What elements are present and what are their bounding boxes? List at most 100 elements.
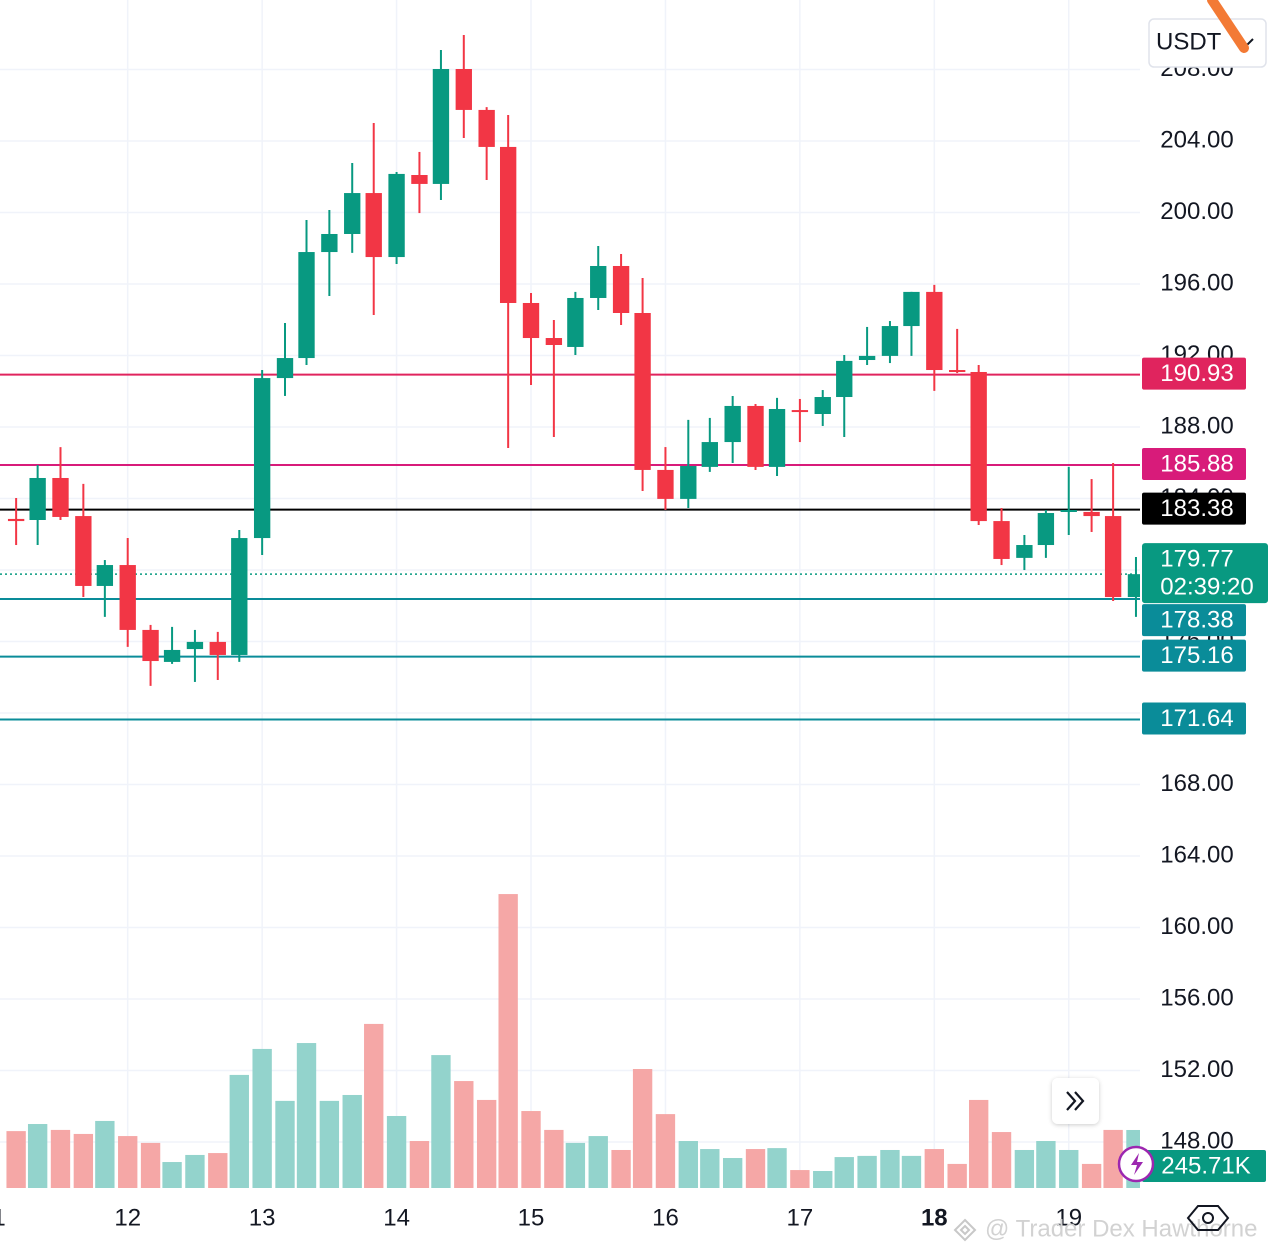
candle-body <box>791 410 809 413</box>
volume-bar <box>611 1149 631 1188</box>
currency-button[interactable]: USDT <box>1148 18 1267 68</box>
last-price-box <box>1142 543 1268 604</box>
volume-bar <box>655 1114 676 1188</box>
volume-bar <box>880 1149 900 1188</box>
volume-bar <box>409 1141 430 1188</box>
candle-body <box>365 193 382 258</box>
scroll-to-realtime-button[interactable] <box>1052 1078 1099 1124</box>
level-label-box <box>1142 639 1246 672</box>
volume-bar <box>252 1048 272 1188</box>
candle-body <box>163 649 181 662</box>
candle-body <box>724 405 741 443</box>
volume-bar <box>229 1074 249 1188</box>
candle-body <box>993 521 1010 559</box>
volume-bar <box>185 1154 205 1188</box>
axes: 11 12 13 14 15 16 17 18 19 148.00 152.00 156.00 160.… <box>0 55 1234 1231</box>
candle-body <box>499 146 517 303</box>
volume-bar <box>1014 1149 1035 1188</box>
candle-body <box>1083 511 1100 517</box>
y-tick-label: 204.00 <box>1160 126 1233 153</box>
currency-text[interactable]: USDT <box>1156 28 1222 55</box>
x-tick-label: 17 <box>787 1204 814 1231</box>
settings-icon[interactable] <box>1186 1205 1230 1231</box>
candle-body <box>253 378 271 539</box>
candle-body <box>680 466 697 499</box>
candle-body <box>657 469 674 499</box>
volume-bar <box>431 1055 451 1188</box>
volume-bar <box>498 894 518 1188</box>
volume-bar <box>162 1162 182 1188</box>
y-tick-label: 164.00 <box>1160 841 1233 868</box>
volume-bar <box>901 1155 922 1188</box>
candle-body <box>344 193 361 234</box>
volume-bar <box>1059 1149 1079 1188</box>
candle-body <box>388 173 405 258</box>
candle-body <box>836 360 853 398</box>
y-tick-label: 148.00 <box>1160 1127 1233 1154</box>
y-tick-label: 196.00 <box>1160 269 1233 296</box>
volume-bar <box>364 1023 384 1188</box>
candle-body <box>276 358 294 379</box>
volume-bar <box>319 1100 340 1188</box>
candle-body <box>119 565 136 630</box>
volume-bar <box>745 1149 766 1188</box>
candle-body <box>567 297 584 347</box>
y-tick-label: 152.00 <box>1160 1056 1233 1083</box>
candle-body <box>612 265 630 313</box>
alert-bolt <box>1131 1153 1143 1175</box>
candle-body <box>701 442 718 467</box>
volume-bar <box>924 1149 944 1188</box>
candle-body <box>411 175 428 184</box>
candle-body <box>634 312 651 470</box>
volume-bar <box>140 1142 161 1188</box>
level-label-box <box>1142 357 1246 390</box>
volume-bar <box>678 1141 698 1188</box>
volume-bar <box>95 1120 115 1188</box>
candle-body <box>903 291 920 327</box>
volume-bar <box>722 1158 743 1188</box>
candle-body <box>522 302 540 339</box>
volume-bar <box>476 1099 497 1188</box>
volume-bar <box>544 1129 564 1188</box>
double-chevron-icon[interactable] <box>1066 1091 1085 1111</box>
level-label-box <box>1142 702 1246 735</box>
candle-body <box>1104 516 1122 598</box>
candle-body <box>142 629 159 662</box>
candle-body <box>948 370 966 373</box>
level-label: 183.38 <box>1160 495 1233 522</box>
volume-bar <box>275 1100 295 1188</box>
candle-body <box>747 405 764 467</box>
candle-body <box>432 68 450 184</box>
volume-bar <box>991 1132 1012 1188</box>
last-price-label: 179.77 <box>1160 546 1233 573</box>
volume-bar <box>50 1129 71 1188</box>
volume-bar <box>27 1124 48 1188</box>
candle-body <box>7 518 25 522</box>
volume-bar <box>1081 1163 1102 1188</box>
level-label: 171.64 <box>1160 705 1233 732</box>
y-tick-label: 156.00 <box>1160 984 1233 1011</box>
candle-body <box>52 477 69 517</box>
candle-body <box>478 109 495 147</box>
candle-body <box>186 641 204 650</box>
candle-body <box>545 338 563 345</box>
volume-bar <box>834 1157 854 1188</box>
watermark-logo <box>953 1218 977 1242</box>
volume-bar <box>857 1155 877 1188</box>
x-tick-label: 11 <box>0 1204 6 1231</box>
level-label: 178.38 <box>1160 607 1233 634</box>
x-tick-label: 12 <box>114 1204 141 1231</box>
y-tick-label: 188.00 <box>1160 412 1233 439</box>
volume-bar <box>208 1153 228 1188</box>
volume-bar <box>767 1148 787 1188</box>
settings-icon-center[interactable] <box>1202 1212 1214 1224</box>
volume-bar <box>790 1170 810 1188</box>
level-label-box <box>1142 447 1246 480</box>
x-tick-label: 16 <box>652 1204 679 1231</box>
settings-button[interactable] <box>1186 1205 1230 1231</box>
candle-body <box>858 355 876 361</box>
volume-bar <box>73 1133 94 1188</box>
